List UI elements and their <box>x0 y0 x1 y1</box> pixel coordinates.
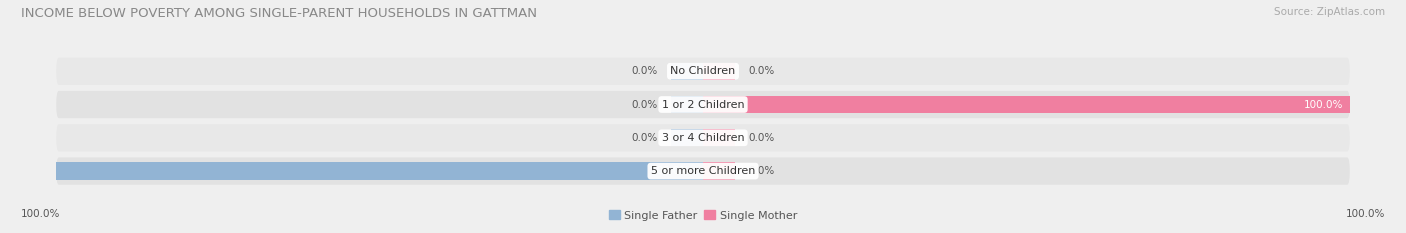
Text: INCOME BELOW POVERTY AMONG SINGLE-PARENT HOUSEHOLDS IN GATTMAN: INCOME BELOW POVERTY AMONG SINGLE-PARENT… <box>21 7 537 20</box>
Text: 0.0%: 0.0% <box>631 66 658 76</box>
Text: 100.0%: 100.0% <box>1303 99 1343 110</box>
Text: 3 or 4 Children: 3 or 4 Children <box>662 133 744 143</box>
Bar <box>703 129 735 147</box>
Text: 100.0%: 100.0% <box>21 209 60 219</box>
Bar <box>703 63 735 80</box>
Text: 100.0%: 100.0% <box>1346 209 1385 219</box>
Text: 0.0%: 0.0% <box>631 99 658 110</box>
Text: 0.0%: 0.0% <box>748 66 775 76</box>
FancyBboxPatch shape <box>56 58 1350 85</box>
Bar <box>671 96 703 113</box>
Text: 100.0%: 100.0% <box>651 166 690 176</box>
Bar <box>703 96 1350 113</box>
Text: No Children: No Children <box>671 66 735 76</box>
Text: 0.0%: 0.0% <box>748 166 775 176</box>
Bar <box>703 162 735 180</box>
Bar <box>671 63 703 80</box>
FancyBboxPatch shape <box>56 124 1350 151</box>
Text: 0.0%: 0.0% <box>748 133 775 143</box>
Text: 5 or more Children: 5 or more Children <box>651 166 755 176</box>
Text: Source: ZipAtlas.com: Source: ZipAtlas.com <box>1274 7 1385 17</box>
Bar <box>671 129 703 147</box>
Bar <box>56 162 703 180</box>
Legend: Single Father, Single Mother: Single Father, Single Mother <box>605 206 801 225</box>
Text: 1 or 2 Children: 1 or 2 Children <box>662 99 744 110</box>
FancyBboxPatch shape <box>56 158 1350 185</box>
FancyBboxPatch shape <box>56 91 1350 118</box>
Text: 0.0%: 0.0% <box>631 133 658 143</box>
